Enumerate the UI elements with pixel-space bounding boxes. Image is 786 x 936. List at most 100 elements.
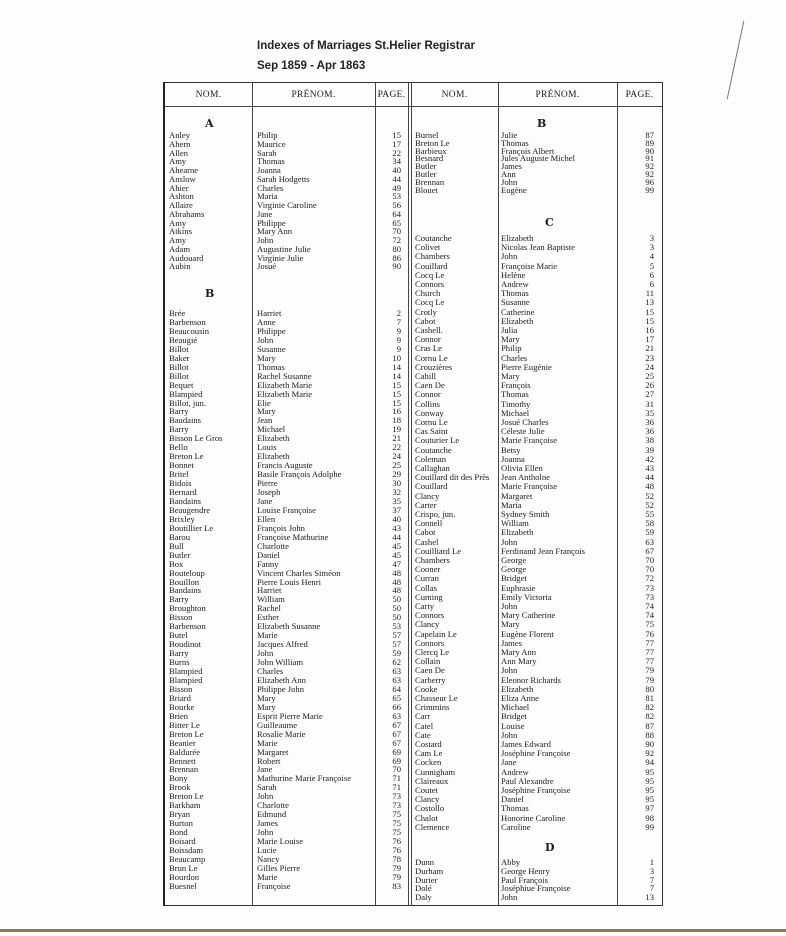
entry-page: 95 <box>645 766 654 777</box>
entry-prenom: Thomas <box>501 389 529 400</box>
entry-nom: Carty <box>415 601 435 611</box>
entry-prenom: John William <box>257 657 304 668</box>
entry-prenom: John <box>501 176 518 187</box>
entry-nom: Dunn <box>415 857 435 867</box>
entry-prenom: Marie <box>257 630 278 641</box>
entry-page: 52 <box>645 499 654 510</box>
entry-prenom: Nancy <box>257 853 280 864</box>
entry-prenom: Elizabeth Ann <box>257 674 306 685</box>
entry-nom: Cuming <box>415 591 443 602</box>
entry-nom: Broughton <box>169 603 206 614</box>
scan-edge <box>0 929 786 932</box>
entry-nom: Breton Le <box>169 728 204 739</box>
entry-nom: Curran <box>415 573 439 584</box>
entry-nom: Carberry <box>415 674 446 685</box>
entry-page: 15 <box>645 315 654 326</box>
entry-page: 42 <box>645 453 654 464</box>
scan-mark <box>726 20 745 100</box>
entry-nom: Bidois <box>169 478 192 489</box>
entry-nom: Bernard <box>169 487 197 497</box>
entry-prenom: Andrew <box>501 766 529 777</box>
entry-page: 50 <box>392 603 401 614</box>
entry-page: 9 <box>396 343 401 354</box>
entry-page: 52 <box>645 490 654 501</box>
entry-nom: Daly <box>415 892 432 903</box>
entry-page: 24 <box>392 451 401 462</box>
entry-nom: Caen De <box>415 665 445 676</box>
entry-page: 67 <box>645 545 654 556</box>
entry-nom: Durier <box>415 874 438 885</box>
entry-nom: Baldurée <box>169 746 201 757</box>
entry-page: 6 <box>649 269 654 280</box>
entry-nom: Burnel <box>415 130 439 140</box>
entry-nom: Butler <box>415 161 437 172</box>
entry-nom: Caen De <box>415 380 445 391</box>
entry-page: 30 <box>392 478 401 489</box>
entry-page: 87 <box>645 130 654 140</box>
entry-nom: Besnard <box>415 153 444 164</box>
entry-prenom: Marie <box>257 737 278 748</box>
entry-nom: Beaucousin <box>169 325 210 336</box>
entry-page: 65 <box>392 217 401 228</box>
entry-page: 44 <box>645 472 654 483</box>
entry-page: 90 <box>392 261 401 272</box>
entry-page: 62 <box>392 657 401 668</box>
entry-page: 57 <box>392 639 401 650</box>
entry-prenom: Paul Alexandre <box>501 775 554 786</box>
entry-nom: Butler <box>169 549 191 560</box>
entry-prenom: Helène <box>501 269 526 280</box>
entry-page: 67 <box>392 719 401 730</box>
entry-nom: Connor <box>415 389 441 400</box>
entry-nom: Breton Le <box>169 791 204 802</box>
entry-prenom: Sarah Hodgetts <box>257 173 310 184</box>
entry-prenom: Francis Auguste <box>257 460 313 471</box>
entry-prenom: Abby <box>501 857 521 867</box>
entry-page: 48 <box>645 481 654 492</box>
entry-prenom: Jean <box>257 415 273 426</box>
entry-prenom: John <box>501 729 518 740</box>
entry-prenom: Louise Françoise <box>257 504 316 515</box>
entry-nom: Cocq Le <box>415 269 445 280</box>
entry-page: 19 <box>392 424 401 435</box>
entry-nom: Collins <box>415 398 440 409</box>
entry-prenom: Elizabeth Marie <box>257 379 313 390</box>
entry-nom: Bond <box>169 827 188 838</box>
entry-prenom: Mary Catherine <box>501 610 556 621</box>
entry-page: 59 <box>392 648 401 659</box>
entry-prenom: Rachel <box>257 603 281 614</box>
entry-nom: Boutillier Le <box>169 522 214 533</box>
entry-nom: Bandains <box>169 585 201 596</box>
entry-nom: Ahearne <box>169 165 199 175</box>
entry-page: 63 <box>392 710 401 721</box>
entry-nom: Barbieux <box>415 145 447 156</box>
entry-page: 56 <box>392 200 401 210</box>
entry-page: 64 <box>392 683 401 694</box>
entry-nom: Barry <box>169 594 189 605</box>
entry-nom: Allen <box>169 147 189 158</box>
entry-prenom: Thomas <box>257 361 285 372</box>
entry-nom: Butel <box>169 630 188 641</box>
entry-page: 15 <box>392 379 401 390</box>
entry-nom: Couillard <box>415 481 448 492</box>
entry-nom: Couillard <box>415 260 448 271</box>
entry-prenom: Charles <box>257 182 284 193</box>
entry-page: 5 <box>649 260 654 271</box>
entry-prenom: Jane <box>257 495 273 506</box>
entry-prenom: Guilleaume <box>257 719 298 730</box>
entry-page: 92 <box>645 161 654 172</box>
entry-nom: Clancy <box>415 619 440 630</box>
entry-nom: Cate <box>415 729 431 740</box>
entry-nom: Box <box>169 558 184 569</box>
entry-prenom: John <box>501 536 518 547</box>
entry-prenom: Philippe <box>257 325 286 336</box>
entry-page: 48 <box>392 567 401 578</box>
entry-prenom: Ann <box>501 169 516 179</box>
entry-page: 47 <box>392 558 401 569</box>
entry-nom: Cabot <box>415 315 436 326</box>
entry-prenom: John <box>501 601 518 611</box>
entry-nom: Collas <box>415 582 437 593</box>
entry-prenom: Eliza Anne <box>501 693 539 703</box>
entry-page: 74 <box>645 601 654 611</box>
entry-nom: Bequet <box>169 379 194 390</box>
entry-prenom: Harriet <box>257 308 282 318</box>
